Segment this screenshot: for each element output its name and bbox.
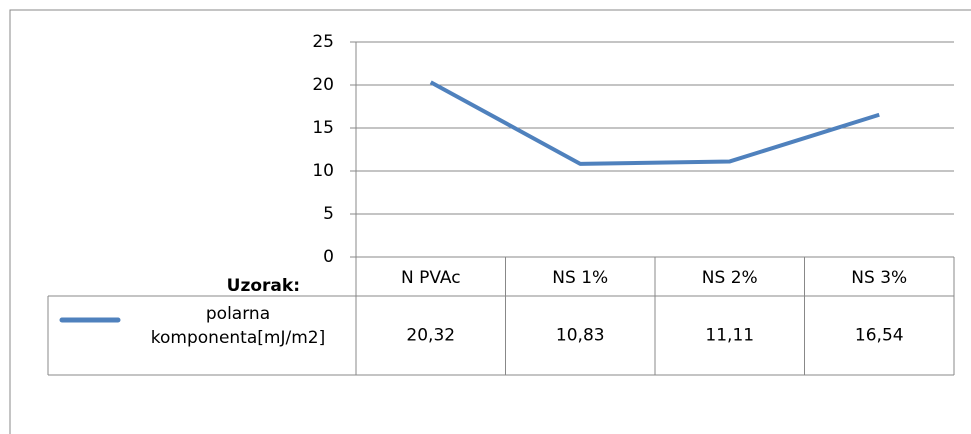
y-tick-label: 10 — [312, 161, 334, 181]
x-tick-label: NS 3% — [851, 268, 907, 288]
y-tick-label: 20 — [312, 75, 334, 95]
y-tick-label: 25 — [312, 32, 334, 52]
table-value: 20,32 — [406, 326, 455, 346]
x-tick-label: N PVAc — [401, 268, 461, 288]
y-tick-label: 5 — [323, 204, 334, 224]
x-tick-label: NS 2% — [702, 268, 758, 288]
y-tick-label: 0 — [323, 247, 334, 267]
table-value: 11,11 — [705, 326, 754, 346]
legend-label-box: polarna komponenta[mJ/m2] — [150, 304, 326, 348]
x-tick-label: NS 1% — [552, 268, 608, 288]
chart-frame — [9, 9, 971, 434]
y-tick-label: 15 — [312, 118, 334, 138]
series-line — [429, 80, 880, 166]
table-value: 10,83 — [556, 326, 605, 346]
table-value: 16,54 — [855, 326, 904, 346]
legend-label: polarna komponenta[mJ/m2] — [150, 304, 326, 348]
x-axis-label: Uzorak: — [227, 276, 300, 296]
